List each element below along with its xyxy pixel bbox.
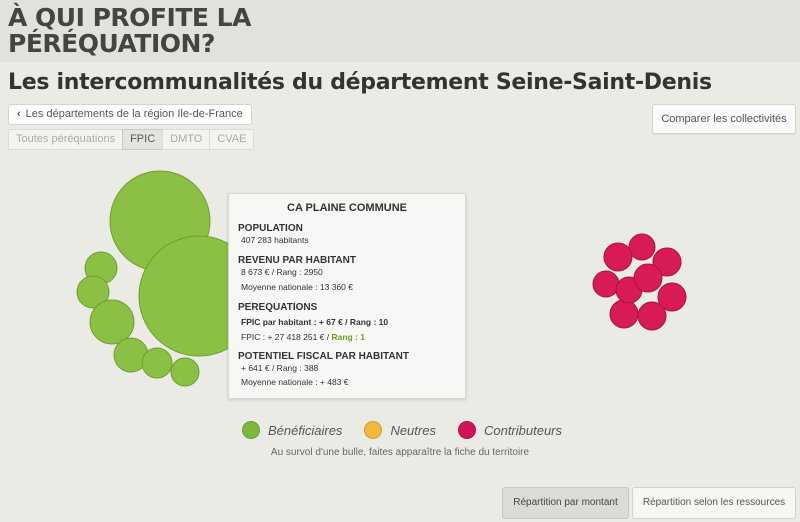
legend-dot-icon — [364, 421, 383, 439]
legend-neutres: Neutres — [364, 421, 436, 439]
bubble-contributeur[interactable] — [637, 301, 667, 331]
tab-fpic[interactable]: FPIC — [122, 129, 164, 150]
perequations-heading: PEREQUATIONS — [238, 302, 318, 313]
back-to-region-button[interactable]: ‹ Les départements de la région Ile-de-Fr… — [8, 104, 252, 125]
revenu-value: 8 673 € / Rang : 2950 — [241, 267, 323, 277]
fpic-par-habitant: FPIC par habitant : + 67 € / Rang : 10 — [241, 316, 456, 328]
site-logo[interactable]: À QUI PROFITE LA PÉRÉQUATION? — [8, 5, 251, 57]
potentiel-value: + 641 € / Rang : 388 — [241, 363, 319, 373]
bubble-contributeur[interactable] — [603, 242, 633, 272]
legend-label: Contributeurs — [483, 422, 563, 438]
potentiel-heading: POTENTIEL FISCAL PAR HABITANT — [238, 351, 409, 362]
fpic-hab-label: FPIC par habitant : — [241, 317, 319, 327]
repartition-ressources-button[interactable]: Répartition selon les ressources — [632, 487, 796, 519]
bubble-beneficiaire[interactable] — [89, 299, 135, 345]
bubble-beneficiaire[interactable] — [170, 357, 200, 387]
fpic-total: FPIC : + 27 418 251 € / Rang : 1 — [241, 331, 456, 343]
territory-tooltip: CA PLAINE COMMUNE POPULATION 407 283 hab… — [228, 193, 466, 399]
fpic-hab-value: + 67 € / Rang : 10 — [318, 317, 389, 327]
compare-button[interactable]: Comparer les collectivités — [652, 104, 796, 134]
legend-label: Bénéficiaires — [268, 422, 343, 438]
legend-contributeurs: Contributeurs — [457, 421, 563, 439]
potentiel-moyenne: Moyenne nationale : + 483 € — [241, 377, 349, 387]
fpic-total-label: FPIC : + 27 418 251 € / — [241, 332, 332, 342]
repartition-montant-button[interactable]: Répartition par montant — [502, 487, 629, 519]
header-band — [0, 0, 800, 62]
bubble-beneficiaire[interactable] — [76, 275, 110, 309]
revenu-moyenne: Moyenne nationale : 13 360 € — [241, 282, 354, 292]
bubble-contributeur[interactable] — [633, 263, 663, 293]
page-title: Les intercommunalités du département Sei… — [8, 70, 712, 95]
perequation-tabs: Toutes péréquations FPIC DMTO CVAE — [8, 129, 255, 150]
legend-dot-icon — [457, 421, 476, 439]
population-heading: POPULATION — [238, 223, 303, 234]
population-value: 407 283 habitants — [241, 235, 309, 245]
tab-toutes[interactable]: Toutes péréquations — [8, 129, 124, 150]
tooltip-title: CA PLAINE COMMUNE — [287, 202, 407, 214]
tab-cvae[interactable]: CVAE — [209, 129, 255, 150]
legend-beneficiaires: Bénéficiaires — [242, 421, 342, 439]
hover-hint: Au survol d'une bulle, faites apparaître… — [270, 447, 530, 458]
legend: Bénéficiaires Neutres Contributeurs — [242, 421, 584, 439]
bubble-contributeur[interactable] — [592, 270, 620, 298]
logo-line-1: À QUI PROFITE LA — [8, 3, 251, 32]
bubble-contributeur[interactable] — [657, 282, 687, 312]
chevron-left-icon: ‹ — [17, 108, 21, 120]
bubble-beneficiaire[interactable] — [141, 347, 173, 379]
bubble-contributeur[interactable] — [628, 233, 656, 261]
legend-dot-icon — [242, 421, 260, 439]
contributeurs-bubbles — [592, 233, 687, 331]
legend-label: Neutres — [390, 422, 436, 438]
fpic-total-rang: Rang : 1 — [331, 332, 366, 342]
back-button-label: Les départements de la région Ile-de-Fra… — [25, 108, 243, 120]
bubble-contributeur[interactable] — [652, 247, 682, 277]
tab-dmto[interactable]: DMTO — [162, 129, 211, 150]
bubble-contributeur[interactable] — [609, 299, 639, 329]
logo-line-2: PÉRÉQUATION? — [8, 29, 215, 58]
revenu-heading: REVENU PAR HABITANT — [238, 255, 356, 266]
